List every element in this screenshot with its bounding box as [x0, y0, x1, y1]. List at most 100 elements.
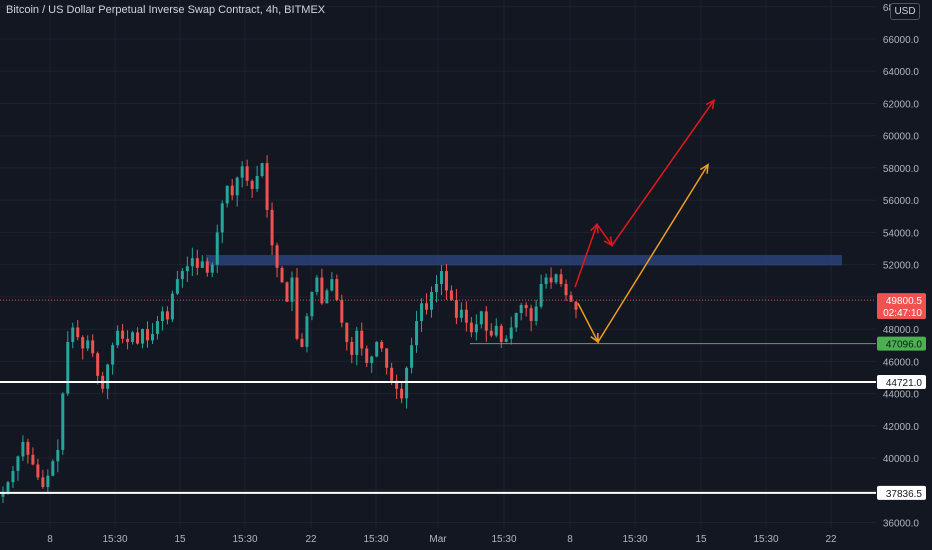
candle-body	[539, 283, 543, 307]
candle-body	[11, 470, 15, 483]
candle	[205, 257, 209, 277]
candle	[260, 162, 264, 178]
candle	[175, 270, 179, 296]
level-low-price-tag: 37836.5	[877, 485, 926, 500]
price-tick-label: 44000.0	[883, 390, 920, 401]
time-tick-label: 15:30	[363, 534, 388, 545]
candle	[365, 345, 369, 367]
candle	[534, 299, 538, 326]
candle-body	[375, 341, 379, 357]
price-tick-label: 64000.0	[883, 67, 920, 78]
candle-body	[106, 364, 110, 389]
candle-body	[116, 330, 120, 346]
candle-body	[6, 482, 10, 492]
candle	[554, 273, 558, 285]
candle-body	[21, 441, 25, 457]
orange-forecast-arrow[interactable]	[577, 163, 709, 344]
candle	[484, 306, 488, 342]
support-price-tag-bg	[877, 336, 926, 351]
candle	[265, 155, 269, 218]
candle	[275, 242, 279, 278]
candle	[180, 268, 184, 288]
candle	[240, 161, 244, 188]
candle	[195, 249, 199, 276]
candle	[255, 165, 259, 192]
price-tick-label: 66000.0	[883, 35, 920, 46]
candle-body	[484, 311, 488, 331]
candle	[170, 290, 174, 323]
candle-body	[250, 180, 254, 189]
candle	[459, 302, 463, 323]
red-forecast-arrow[interactable]	[574, 98, 715, 288]
candle-body	[489, 330, 493, 336]
candle	[26, 438, 30, 464]
orange-forecast-arrow-line	[577, 164, 709, 344]
forecast-arrows[interactable]	[574, 98, 715, 344]
time-tick-label: 8	[567, 534, 573, 545]
time-tick-label: 15:30	[622, 534, 647, 545]
candle	[21, 435, 25, 462]
candle	[549, 267, 553, 289]
currency-button[interactable]: USD	[890, 3, 920, 20]
candle-body	[51, 461, 55, 476]
candle	[385, 348, 389, 375]
time-tick-label: 15	[695, 534, 707, 545]
candle	[126, 330, 130, 350]
arrow-head	[590, 332, 599, 344]
candle-body	[46, 475, 50, 488]
candle	[285, 281, 289, 302]
candle-body	[430, 292, 434, 310]
candle	[310, 291, 314, 321]
candle	[210, 262, 214, 278]
price-tick-label: 54000.0	[883, 228, 920, 239]
resistance-zone[interactable]	[206, 254, 842, 266]
candle	[290, 271, 294, 312]
support-price-tag-text: 47096.0	[886, 340, 923, 351]
candle	[295, 268, 299, 341]
time-axis[interactable]: 8 15:30 15 15:30 22 15:30 Mar 15:30 8 15:30 15 15:3…	[47, 534, 837, 545]
candle	[16, 455, 20, 481]
candle	[250, 179, 254, 198]
candle	[220, 200, 224, 244]
candle-body	[564, 283, 568, 296]
candle	[544, 273, 548, 289]
candle	[190, 247, 194, 276]
candle-body	[330, 279, 334, 291]
candle-body	[240, 166, 244, 178]
candle	[564, 279, 568, 302]
candle-body	[81, 337, 85, 349]
candle	[539, 274, 543, 309]
candle	[280, 265, 284, 283]
candle	[449, 285, 453, 301]
time-tick-label: 15:30	[232, 534, 257, 545]
price-tick-label: 60000.0	[883, 132, 920, 143]
candle-body	[434, 283, 438, 293]
arrow-head	[590, 222, 599, 234]
price-axis[interactable]: 36000.038000.040000.042000.044000.046000…	[883, 3, 920, 530]
candle-body	[1, 491, 5, 497]
price-tick-label: 52000.0	[883, 261, 920, 272]
candle	[444, 263, 448, 300]
candle-body	[390, 367, 394, 381]
candle-body	[255, 175, 259, 189]
candle-body	[529, 308, 533, 322]
candle	[325, 288, 329, 304]
time-tick-label: 15:30	[102, 534, 127, 545]
candle	[345, 322, 349, 351]
candle-body	[215, 232, 219, 265]
candle	[131, 330, 135, 345]
candle-body	[285, 282, 289, 302]
candle-body	[360, 330, 364, 349]
candle-body	[365, 348, 369, 363]
candle-body	[355, 330, 359, 355]
candle	[420, 298, 424, 332]
candle	[81, 335, 85, 360]
candle-body	[185, 266, 189, 272]
candle-body	[569, 295, 573, 302]
candle-body	[549, 277, 553, 283]
candle-body	[96, 353, 100, 376]
candle-body	[141, 329, 145, 344]
candle-body	[380, 341, 384, 349]
candle-body	[439, 271, 443, 284]
